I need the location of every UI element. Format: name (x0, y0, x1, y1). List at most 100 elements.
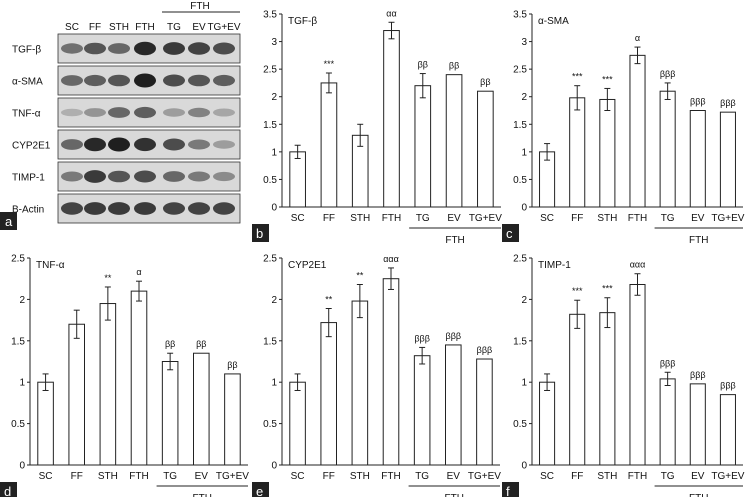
lane-label: EV (192, 22, 206, 33)
x-tick-label: FTH (382, 213, 401, 224)
bar (445, 74, 463, 208)
bar (414, 85, 432, 208)
y-tick-label: 0 (271, 203, 277, 214)
x-tick-label: FTH (628, 471, 647, 482)
significance-label: *** (602, 284, 613, 294)
chart-panel-c: 0 0.5 1 1.5 2 2.5 3 3.5 α-SMA SC *** FF *** STH α FTH ββ… (502, 10, 745, 246)
bar (719, 394, 736, 466)
significance-label: ββ (449, 61, 459, 71)
chart-panel-b: 0 0.5 1 1.5 2 2.5 3 3.5 TGF-β SC *** FF STH αα FTH ββ TG… (252, 8, 502, 246)
bar (629, 54, 646, 208)
x-tick-label: SC (540, 213, 554, 224)
significance-label: ββ (480, 77, 490, 87)
blot-band (163, 42, 185, 55)
y-tick-label: 0.5 (263, 419, 277, 430)
lane-label: TG+EV (207, 22, 240, 33)
blot-band (163, 108, 185, 117)
y-tick-label: 1.5 (513, 336, 527, 347)
blot-band (188, 202, 210, 215)
blot-band (213, 42, 235, 55)
y-tick-label: 2.5 (513, 65, 527, 76)
significance-label: ββ (227, 360, 237, 370)
bar (659, 378, 676, 466)
significance-label: ** (325, 295, 333, 305)
x-tick-label: FTH (129, 471, 148, 482)
blot-band (163, 171, 185, 182)
panel-letter: c (506, 226, 513, 241)
band-label: B-Actin (12, 205, 44, 216)
x-tick-label: EV (447, 213, 461, 224)
y-tick-label: 0.5 (513, 419, 527, 430)
bar (224, 373, 241, 466)
bar (130, 290, 148, 466)
significance-label: βββ (720, 98, 736, 108)
blot-band (108, 107, 130, 118)
y-tick-label: 1.5 (263, 120, 277, 131)
significance-label: *** (602, 74, 613, 84)
significance-label: βββ (477, 345, 493, 355)
x-tick-label: FF (323, 471, 335, 482)
bar (413, 355, 431, 466)
blot-band (84, 74, 106, 87)
blot-band (134, 106, 156, 119)
x-tick-label: STH (597, 471, 617, 482)
x-tick-label: TG (661, 471, 675, 482)
bar (569, 313, 586, 466)
panel-letter-box (252, 224, 269, 242)
panel-letter: a (5, 214, 13, 229)
panel-letter-box (502, 482, 519, 497)
x-tick-label: FF (71, 471, 83, 482)
blot-band (134, 73, 156, 88)
blot-band (61, 202, 83, 215)
y-tick-label: 2.5 (263, 65, 277, 76)
chart-panel-e: 0 0.5 1 1.5 2 2.5 CYP2E1 SC ** FF ** STH ααα FTH βββ TG… (252, 254, 501, 497)
panel-letter: d (4, 484, 11, 497)
band-label: CYP2E1 (12, 141, 51, 152)
blot-band (188, 74, 210, 87)
significance-label: ** (104, 273, 112, 283)
blot-band (188, 139, 210, 150)
blot-band (188, 42, 210, 55)
band-label: α-SMA (12, 77, 43, 88)
bar (659, 90, 676, 208)
blot-band (188, 107, 210, 118)
group-label: FTH (689, 235, 708, 246)
group-label: FTH (445, 493, 464, 497)
blot-band (84, 202, 106, 215)
bar (539, 381, 556, 466)
x-tick-label: SC (291, 213, 305, 224)
group-label: FTH (689, 493, 708, 497)
blot-band (84, 170, 106, 183)
y-tick-label: 0 (521, 203, 527, 214)
y-tick-label: 0.5 (11, 419, 25, 430)
panel-letter-box (252, 482, 269, 497)
x-tick-label: STH (597, 213, 617, 224)
significance-label: βββ (660, 358, 676, 368)
x-tick-label: EV (691, 213, 705, 224)
significance-label: *** (572, 72, 583, 82)
blot-band (61, 139, 83, 150)
significance-label: βββ (446, 331, 462, 341)
x-tick-label: STH (350, 213, 370, 224)
significance-label: βββ (690, 97, 706, 107)
y-tick-label: 0 (521, 461, 527, 472)
significance-label: ααα (630, 260, 646, 270)
x-tick-label: EV (195, 471, 209, 482)
blot-band (213, 74, 235, 87)
y-tick-label: 3 (271, 37, 277, 48)
chart-title: TIMP-1 (538, 260, 571, 271)
blot-band (163, 202, 185, 215)
blot-band (61, 75, 83, 86)
bar (320, 82, 338, 208)
lane-label: STH (109, 22, 129, 33)
x-tick-label: STH (350, 471, 370, 482)
significance-label: *** (324, 59, 335, 69)
significance-label: αα (386, 8, 396, 18)
blot-band (108, 202, 130, 215)
y-tick-label: 0.5 (263, 175, 277, 186)
y-tick-label: 1.5 (11, 336, 25, 347)
x-tick-label: TG (415, 471, 429, 482)
x-tick-label: SC (291, 471, 305, 482)
bar (477, 90, 494, 208)
